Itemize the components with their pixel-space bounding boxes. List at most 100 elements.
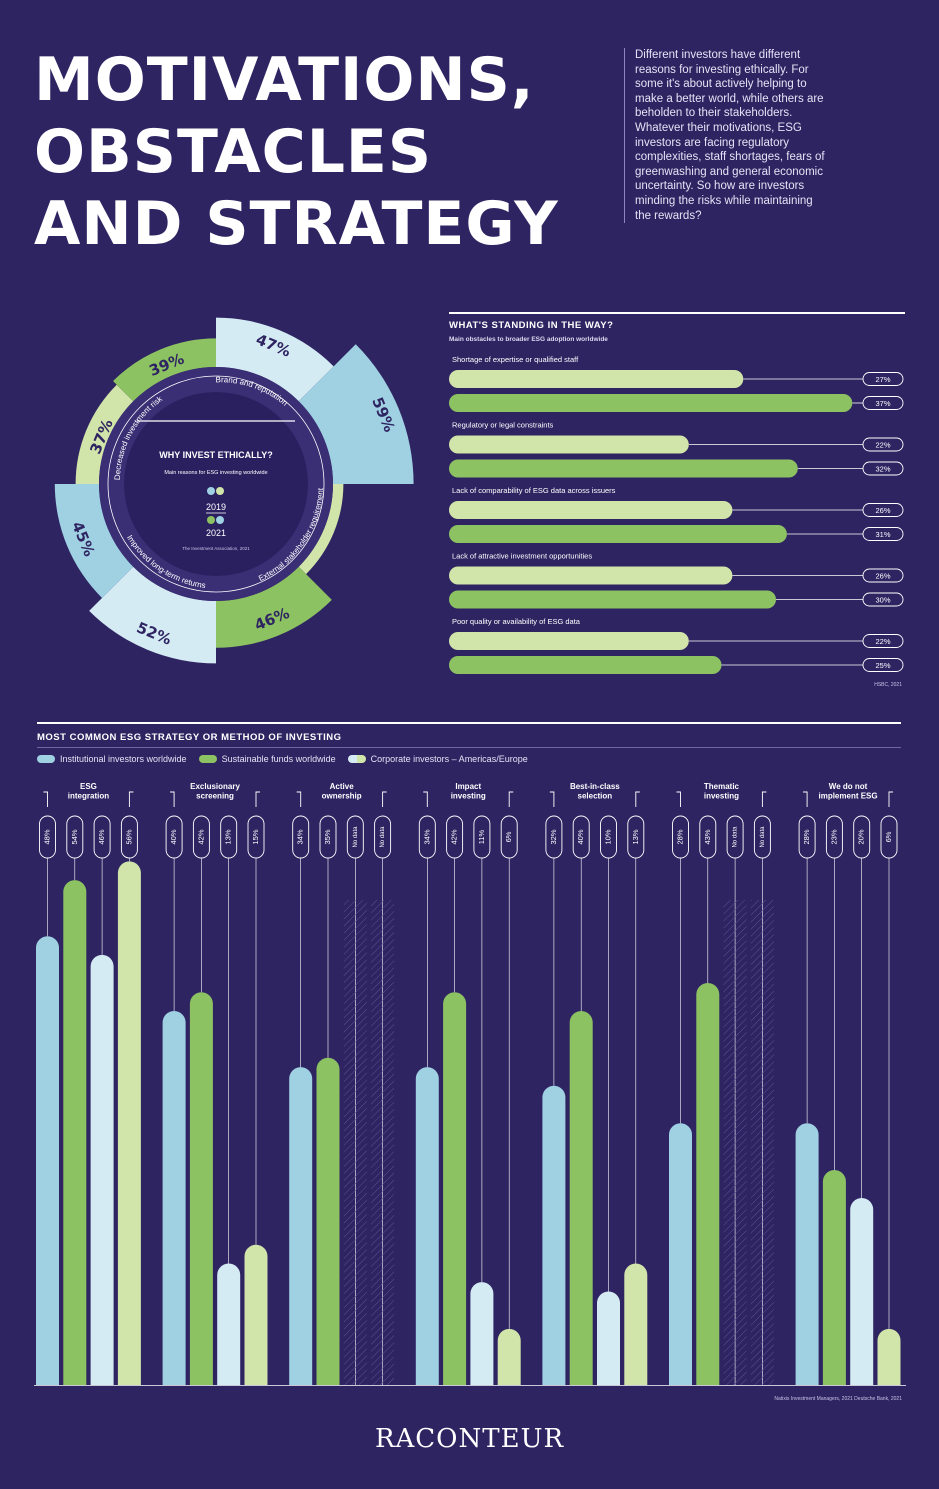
strategy-value-pill (418, 815, 436, 859)
strategy-value-label: 13% (631, 829, 640, 844)
strategy-value-pill (853, 815, 871, 859)
strategy-bar (569, 1011, 593, 1385)
strategy-bar (542, 1085, 566, 1385)
obstacle-bar (449, 566, 733, 585)
obstacle-bar (449, 632, 689, 650)
obstacle-value-label: 22% (875, 441, 890, 450)
obstacle-value-label: 32% (875, 465, 890, 474)
strategy-value-pill (374, 815, 392, 859)
obstacle-value-label: 25% (875, 661, 890, 670)
obstacle-value-pill (862, 372, 904, 386)
obstacle-value-pill (862, 658, 904, 672)
donut-category-ring (107, 375, 325, 593)
obstacle-category-label: Regulatory or legal constraints (452, 421, 554, 430)
strategy-value-pill (120, 815, 138, 859)
strategy-group-bracket (549, 791, 640, 807)
legend-label-sustainable: Sustainable funds worldwide (221, 754, 336, 764)
why-invest-donut-chart: 47%59%32%46%52%45%37%39% Brand and reput… (54, 317, 414, 664)
strategy-bar (36, 936, 59, 1385)
legend-swatch-green (198, 755, 217, 763)
obstacle-category-label: Poor quality or availability of ESG data (452, 617, 581, 626)
strategy-no-data-hatch (371, 900, 395, 1385)
title-line-1: MOTIVATIONS, (34, 45, 535, 115)
strategy-value-pill (446, 815, 464, 859)
obstacles-header: WHAT'S STANDING IN THE WAY? Main obstacl… (449, 312, 905, 343)
strategy-no-data-hatch (723, 900, 747, 1385)
legend-label-corporate: Corporate investors – Americas/Europe (370, 754, 528, 764)
strategy-category-label: Exclusionary (190, 782, 240, 791)
strategy-title: MOST COMMON ESG STRATEGY OR METHOD OF IN… (37, 732, 342, 743)
legend-dot-2019-blue (207, 487, 215, 495)
strategy-category-label: integration (68, 792, 109, 801)
strategy-legend: Institutional investors worldwide Sustai… (37, 754, 528, 764)
legend-swatch-corporate (347, 755, 366, 763)
strategy-value-label: 56% (124, 829, 133, 844)
strategy-value-label: 43% (703, 829, 712, 844)
strategy-value-label: 42% (450, 829, 459, 844)
strategy-value-label: No data (353, 826, 359, 848)
title-line-3: AND STRATEGY (34, 189, 559, 259)
strategy-value-label: 20% (857, 829, 866, 844)
obstacles-source: HSBC, 2021 (874, 682, 902, 688)
strategy-value-label: 54% (70, 829, 79, 844)
strategy-bar (189, 992, 213, 1385)
strategy-bar (669, 1123, 692, 1385)
obstacle-value-pill (862, 634, 904, 648)
obstacle-value-pill (862, 592, 904, 607)
strategy-value-pill (572, 815, 590, 859)
obstacle-value-label: 26% (875, 572, 890, 581)
strategy-value-label: 6% (884, 831, 893, 842)
obstacle-value-label: 31% (875, 530, 890, 539)
strategy-category-label: investing (704, 792, 739, 801)
strategy-bar (63, 880, 87, 1385)
strategy-group-bracket (170, 791, 261, 807)
strategy-value-label: 32% (549, 829, 558, 844)
strategy-value-label: No data (380, 826, 386, 848)
strategy-category-label: Thematic (704, 782, 740, 791)
donut-segment-external-2021 (216, 566, 332, 648)
strategy-value-pill (473, 815, 491, 859)
obstacles-bar-chart: Shortage of expertise or qualified staff… (449, 355, 904, 674)
obstacle-bar (449, 501, 733, 519)
strategy-category-label: Active (330, 782, 355, 791)
legend-item-sustainable: Sustainable funds worldwide (198, 754, 336, 764)
strategy-value-label: 40% (576, 829, 585, 844)
strategy-value-pill (220, 815, 238, 859)
strategy-bar (217, 1263, 241, 1385)
donut-segment-improved-2021 (54, 484, 134, 598)
strategy-value-pill (292, 815, 310, 859)
strategy-bar (117, 861, 141, 1385)
strategy-value-label: 28% (802, 829, 811, 844)
legend-2021-label: 2021 (206, 528, 226, 538)
obstacle-bar (449, 370, 744, 388)
obstacle-value-label: 30% (875, 596, 890, 605)
strategy-value-pill (500, 815, 518, 859)
strategy-value-label: 46% (97, 829, 106, 844)
intro-text: Different investors have different reaso… (624, 48, 825, 224)
strategy-value-pill (93, 815, 111, 859)
strategy-value-pill (880, 815, 898, 859)
obstacle-bar (449, 656, 722, 674)
strategy-value-label: No data (733, 826, 739, 848)
strategy-no-data-hatch (343, 900, 367, 1385)
strategy-bar (244, 1244, 268, 1385)
strategy-source: Natixis Investment Managers, 2021 Deutsc… (774, 1396, 902, 1402)
obstacle-value-label: 22% (875, 637, 890, 646)
strategy-bar (497, 1328, 521, 1385)
strategy-bar (470, 1282, 494, 1385)
strategy-value-label: 40% (169, 829, 178, 844)
strategy-value-pill (753, 815, 771, 859)
legend-swatch-blue (37, 755, 55, 763)
page-title: MOTIVATIONS, OBSTACLES AND STRATEGY (34, 44, 624, 260)
strategy-bar (443, 992, 467, 1385)
strategy-value-pill (346, 815, 364, 859)
legend-item-corporate: Corporate investors – Americas/Europe (347, 754, 528, 764)
obstacles-subtitle: Main obstacles to broader ESG adoption w… (449, 336, 608, 343)
strategy-value-pill (726, 815, 744, 859)
strategy-value-label: 48% (42, 829, 51, 844)
strategy-value-label: 6% (504, 831, 513, 842)
donut-subtitle: Main reasons for ESG investing worldwide (164, 470, 267, 476)
strategy-value-label: 10% (603, 829, 612, 844)
strategy-value-pill (699, 815, 717, 859)
